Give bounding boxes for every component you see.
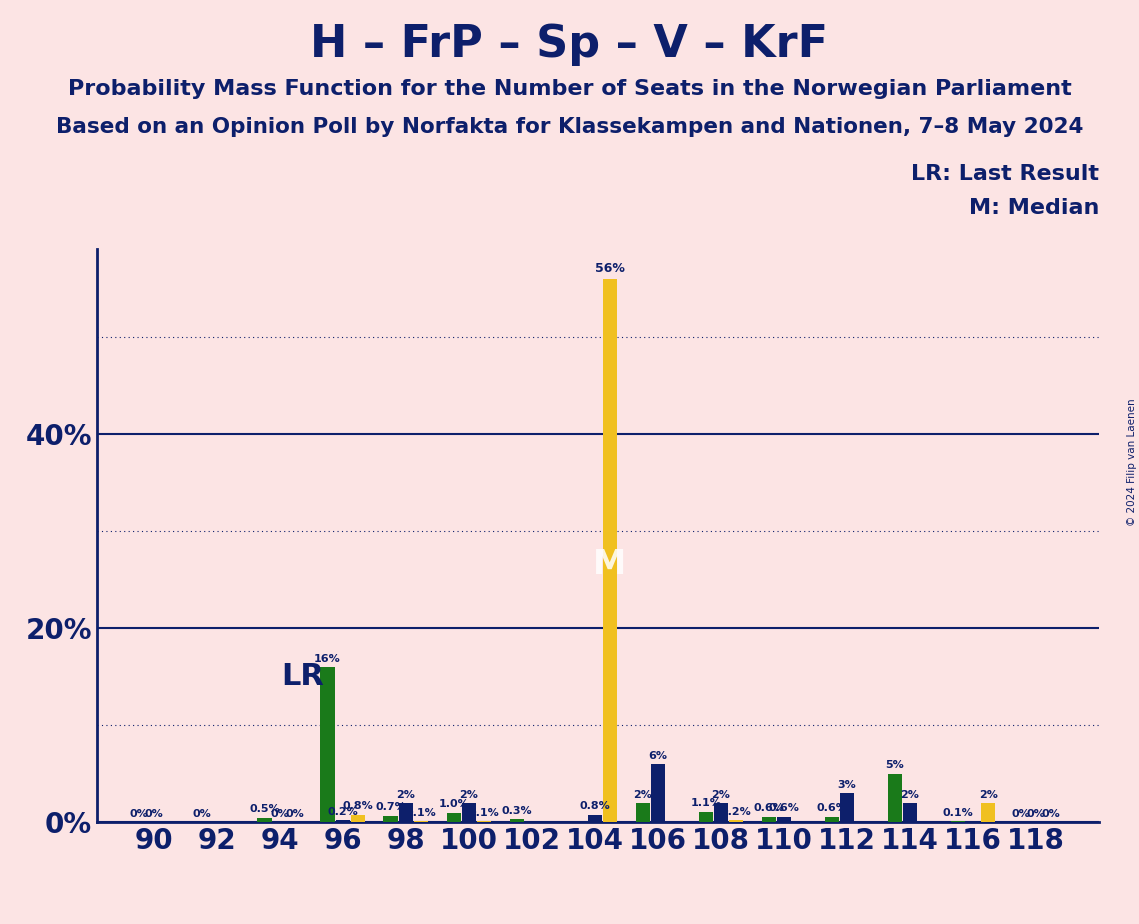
Bar (636, 803, 650, 822)
Bar (825, 817, 839, 822)
Text: 1.0%: 1.0% (439, 799, 469, 809)
Bar (777, 817, 790, 822)
Text: 0.1%: 0.1% (405, 808, 436, 818)
Text: 0.5%: 0.5% (249, 804, 280, 814)
Bar (951, 821, 965, 822)
Text: 0%: 0% (129, 808, 148, 819)
Text: 56%: 56% (595, 262, 625, 275)
Text: 2%: 2% (396, 789, 415, 799)
Bar (650, 764, 665, 822)
Bar (762, 817, 776, 822)
Text: 0%: 0% (1011, 808, 1031, 819)
Bar (413, 821, 428, 822)
Bar (839, 793, 854, 822)
Text: 2%: 2% (901, 789, 919, 799)
Bar (399, 803, 412, 822)
Bar (446, 812, 460, 822)
Bar (320, 667, 335, 822)
Bar (698, 811, 713, 822)
Text: 0.6%: 0.6% (753, 803, 785, 813)
Text: 0%: 0% (192, 808, 211, 819)
Text: 2%: 2% (712, 789, 730, 799)
Text: 0.3%: 0.3% (501, 806, 532, 816)
Text: H – FrP – Sp – V – KrF: H – FrP – Sp – V – KrF (311, 23, 828, 67)
Text: 1.1%: 1.1% (690, 798, 721, 808)
Text: LR: Last Result: LR: Last Result (911, 164, 1099, 185)
Text: 0%: 0% (145, 808, 163, 819)
Text: 0.2%: 0.2% (327, 807, 358, 817)
Text: 2%: 2% (459, 789, 478, 799)
Bar (981, 803, 995, 822)
Bar (257, 818, 271, 822)
Bar (384, 816, 398, 822)
Bar (729, 821, 743, 822)
Text: 0%: 0% (270, 808, 289, 819)
Text: M: Median: M: Median (969, 198, 1099, 218)
Text: 5%: 5% (885, 760, 904, 771)
Text: 0%: 0% (1026, 808, 1046, 819)
Text: 0.8%: 0.8% (343, 801, 374, 811)
Bar (714, 803, 728, 822)
Text: 0.8%: 0.8% (580, 801, 611, 811)
Bar (351, 815, 364, 822)
Text: 0.6%: 0.6% (817, 803, 847, 813)
Text: Probability Mass Function for the Number of Seats in the Norwegian Parliament: Probability Mass Function for the Number… (67, 79, 1072, 99)
Bar (903, 803, 917, 822)
Text: 0.1%: 0.1% (468, 808, 499, 818)
Text: Based on an Opinion Poll by Norfakta for Klassekampen and Nationen, 7–8 May 2024: Based on an Opinion Poll by Norfakta for… (56, 117, 1083, 138)
Text: 3%: 3% (837, 780, 857, 790)
Bar (336, 821, 350, 822)
Text: 0.1%: 0.1% (943, 808, 974, 818)
Text: 16%: 16% (314, 653, 341, 663)
Text: 6%: 6% (648, 750, 667, 760)
Bar (509, 820, 524, 822)
Text: 0.7%: 0.7% (375, 802, 405, 812)
Text: 0.6%: 0.6% (769, 803, 800, 813)
Text: LR: LR (281, 663, 325, 691)
Bar (603, 279, 617, 822)
Text: 0%: 0% (1042, 808, 1060, 819)
Bar (461, 803, 476, 822)
Text: 0.2%: 0.2% (721, 807, 752, 817)
Text: 0%: 0% (286, 808, 304, 819)
Bar (588, 815, 601, 822)
Text: M: M (593, 548, 626, 581)
Bar (887, 773, 902, 822)
Bar (477, 821, 491, 822)
Text: 2%: 2% (633, 789, 653, 799)
Text: 2%: 2% (978, 789, 998, 799)
Text: © 2024 Filip van Laenen: © 2024 Filip van Laenen (1126, 398, 1137, 526)
